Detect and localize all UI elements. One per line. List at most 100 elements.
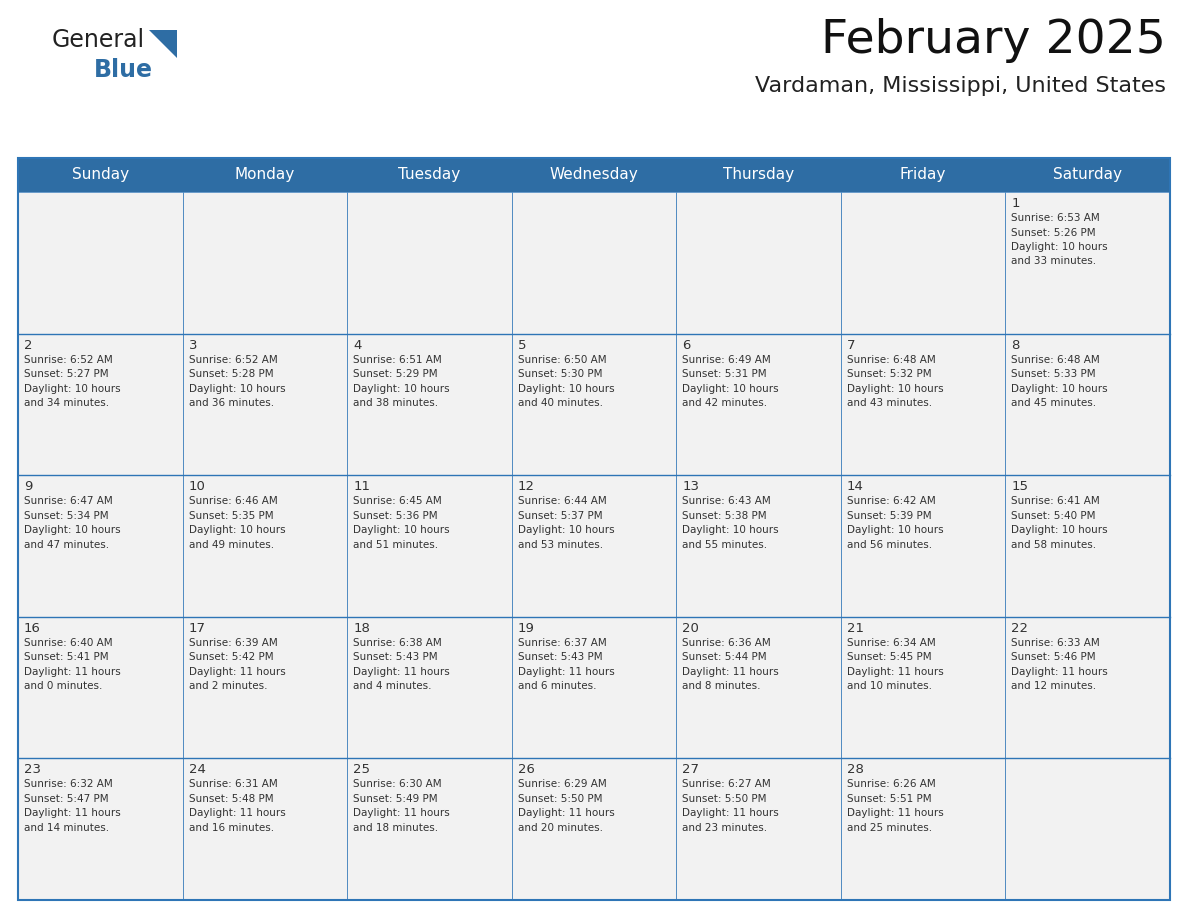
Bar bbox=[676, 617, 841, 758]
Text: Daylight: 10 hours: Daylight: 10 hours bbox=[518, 384, 614, 394]
Text: Sunset: 5:40 PM: Sunset: 5:40 PM bbox=[1011, 510, 1095, 521]
Bar bbox=[1005, 192, 1170, 333]
Bar bbox=[347, 192, 512, 333]
Bar bbox=[841, 758, 1005, 900]
Text: Daylight: 10 hours: Daylight: 10 hours bbox=[353, 525, 450, 535]
Text: and 0 minutes.: and 0 minutes. bbox=[24, 681, 102, 691]
Text: February 2025: February 2025 bbox=[821, 18, 1165, 63]
Text: 28: 28 bbox=[847, 764, 864, 777]
Bar bbox=[841, 192, 1005, 333]
Text: Vardaman, Mississippi, United States: Vardaman, Mississippi, United States bbox=[756, 76, 1165, 96]
Text: and 2 minutes.: and 2 minutes. bbox=[189, 681, 267, 691]
Text: and 45 minutes.: and 45 minutes. bbox=[1011, 398, 1097, 409]
Text: and 55 minutes.: and 55 minutes. bbox=[682, 540, 767, 550]
Text: Sunset: 5:26 PM: Sunset: 5:26 PM bbox=[1011, 228, 1097, 238]
Text: and 58 minutes.: and 58 minutes. bbox=[1011, 540, 1097, 550]
Text: Sunset: 5:44 PM: Sunset: 5:44 PM bbox=[682, 653, 767, 662]
Bar bbox=[841, 158, 1005, 192]
Bar bbox=[18, 333, 183, 476]
Text: Sunset: 5:42 PM: Sunset: 5:42 PM bbox=[189, 653, 273, 662]
Bar bbox=[512, 617, 676, 758]
Text: and 23 minutes.: and 23 minutes. bbox=[682, 823, 767, 833]
Text: Sunset: 5:29 PM: Sunset: 5:29 PM bbox=[353, 369, 437, 379]
Text: Daylight: 11 hours: Daylight: 11 hours bbox=[353, 809, 450, 819]
Text: Wednesday: Wednesday bbox=[550, 167, 638, 183]
Text: Sunrise: 6:38 AM: Sunrise: 6:38 AM bbox=[353, 638, 442, 648]
Bar bbox=[1005, 758, 1170, 900]
Text: and 36 minutes.: and 36 minutes. bbox=[189, 398, 273, 409]
Text: 2: 2 bbox=[24, 339, 32, 352]
Text: Sunrise: 6:32 AM: Sunrise: 6:32 AM bbox=[24, 779, 113, 789]
Text: Sunrise: 6:29 AM: Sunrise: 6:29 AM bbox=[518, 779, 606, 789]
Text: 21: 21 bbox=[847, 621, 864, 635]
Text: Sunset: 5:36 PM: Sunset: 5:36 PM bbox=[353, 510, 437, 521]
Text: Daylight: 10 hours: Daylight: 10 hours bbox=[518, 525, 614, 535]
Text: and 43 minutes.: and 43 minutes. bbox=[847, 398, 931, 409]
Bar bbox=[183, 617, 347, 758]
Text: Sunset: 5:30 PM: Sunset: 5:30 PM bbox=[518, 369, 602, 379]
Text: Sunset: 5:35 PM: Sunset: 5:35 PM bbox=[189, 510, 273, 521]
Text: 15: 15 bbox=[1011, 480, 1029, 493]
Text: Sunset: 5:51 PM: Sunset: 5:51 PM bbox=[847, 794, 931, 804]
Text: Sunrise: 6:43 AM: Sunrise: 6:43 AM bbox=[682, 497, 771, 506]
Text: Daylight: 11 hours: Daylight: 11 hours bbox=[518, 809, 614, 819]
Bar bbox=[18, 758, 183, 900]
Bar bbox=[676, 758, 841, 900]
Bar bbox=[183, 192, 347, 333]
Text: Sunset: 5:50 PM: Sunset: 5:50 PM bbox=[682, 794, 766, 804]
Text: Sunrise: 6:49 AM: Sunrise: 6:49 AM bbox=[682, 354, 771, 364]
Text: Sunrise: 6:37 AM: Sunrise: 6:37 AM bbox=[518, 638, 606, 648]
Text: Sunrise: 6:46 AM: Sunrise: 6:46 AM bbox=[189, 497, 277, 506]
Text: 19: 19 bbox=[518, 621, 535, 635]
Bar bbox=[1005, 333, 1170, 476]
Text: Sunset: 5:31 PM: Sunset: 5:31 PM bbox=[682, 369, 767, 379]
Text: Daylight: 10 hours: Daylight: 10 hours bbox=[353, 384, 450, 394]
Bar bbox=[347, 333, 512, 476]
Text: Daylight: 11 hours: Daylight: 11 hours bbox=[189, 809, 285, 819]
Bar bbox=[18, 617, 183, 758]
Text: Daylight: 11 hours: Daylight: 11 hours bbox=[24, 666, 121, 677]
Text: Sunset: 5:33 PM: Sunset: 5:33 PM bbox=[1011, 369, 1097, 379]
Text: and 53 minutes.: and 53 minutes. bbox=[518, 540, 602, 550]
Text: Daylight: 11 hours: Daylight: 11 hours bbox=[1011, 666, 1108, 677]
Text: and 38 minutes.: and 38 minutes. bbox=[353, 398, 438, 409]
Text: Sunrise: 6:52 AM: Sunrise: 6:52 AM bbox=[24, 354, 113, 364]
Text: Sunset: 5:46 PM: Sunset: 5:46 PM bbox=[1011, 653, 1097, 662]
Text: Daylight: 10 hours: Daylight: 10 hours bbox=[1011, 384, 1108, 394]
Text: Tuesday: Tuesday bbox=[398, 167, 461, 183]
Text: and 25 minutes.: and 25 minutes. bbox=[847, 823, 931, 833]
Text: Sunrise: 6:42 AM: Sunrise: 6:42 AM bbox=[847, 497, 936, 506]
Text: and 20 minutes.: and 20 minutes. bbox=[518, 823, 602, 833]
Bar bbox=[676, 192, 841, 333]
Text: Daylight: 11 hours: Daylight: 11 hours bbox=[847, 666, 943, 677]
Text: and 40 minutes.: and 40 minutes. bbox=[518, 398, 602, 409]
Bar bbox=[183, 758, 347, 900]
Text: Daylight: 10 hours: Daylight: 10 hours bbox=[24, 384, 121, 394]
Text: Daylight: 10 hours: Daylight: 10 hours bbox=[1011, 525, 1108, 535]
Text: Sunrise: 6:48 AM: Sunrise: 6:48 AM bbox=[847, 354, 936, 364]
Text: Sunrise: 6:26 AM: Sunrise: 6:26 AM bbox=[847, 779, 936, 789]
Text: Sunrise: 6:44 AM: Sunrise: 6:44 AM bbox=[518, 497, 606, 506]
Text: Sunset: 5:48 PM: Sunset: 5:48 PM bbox=[189, 794, 273, 804]
Bar bbox=[18, 192, 183, 333]
Text: Daylight: 11 hours: Daylight: 11 hours bbox=[682, 809, 779, 819]
Text: Sunset: 5:45 PM: Sunset: 5:45 PM bbox=[847, 653, 931, 662]
Text: Sunset: 5:41 PM: Sunset: 5:41 PM bbox=[24, 653, 108, 662]
Text: and 4 minutes.: and 4 minutes. bbox=[353, 681, 431, 691]
Bar bbox=[183, 476, 347, 617]
Text: Daylight: 11 hours: Daylight: 11 hours bbox=[518, 666, 614, 677]
Bar bbox=[18, 158, 183, 192]
Text: and 18 minutes.: and 18 minutes. bbox=[353, 823, 438, 833]
Bar bbox=[347, 617, 512, 758]
Text: Sunset: 5:43 PM: Sunset: 5:43 PM bbox=[353, 653, 437, 662]
Text: Sunrise: 6:52 AM: Sunrise: 6:52 AM bbox=[189, 354, 277, 364]
Text: Sunrise: 6:41 AM: Sunrise: 6:41 AM bbox=[1011, 497, 1100, 506]
Text: 18: 18 bbox=[353, 621, 369, 635]
Text: Sunset: 5:32 PM: Sunset: 5:32 PM bbox=[847, 369, 931, 379]
Text: and 34 minutes.: and 34 minutes. bbox=[24, 398, 109, 409]
Text: 1: 1 bbox=[1011, 197, 1020, 210]
Text: Sunset: 5:27 PM: Sunset: 5:27 PM bbox=[24, 369, 108, 379]
Text: Sunrise: 6:34 AM: Sunrise: 6:34 AM bbox=[847, 638, 936, 648]
Text: Blue: Blue bbox=[94, 58, 153, 82]
Text: Sunrise: 6:39 AM: Sunrise: 6:39 AM bbox=[189, 638, 277, 648]
